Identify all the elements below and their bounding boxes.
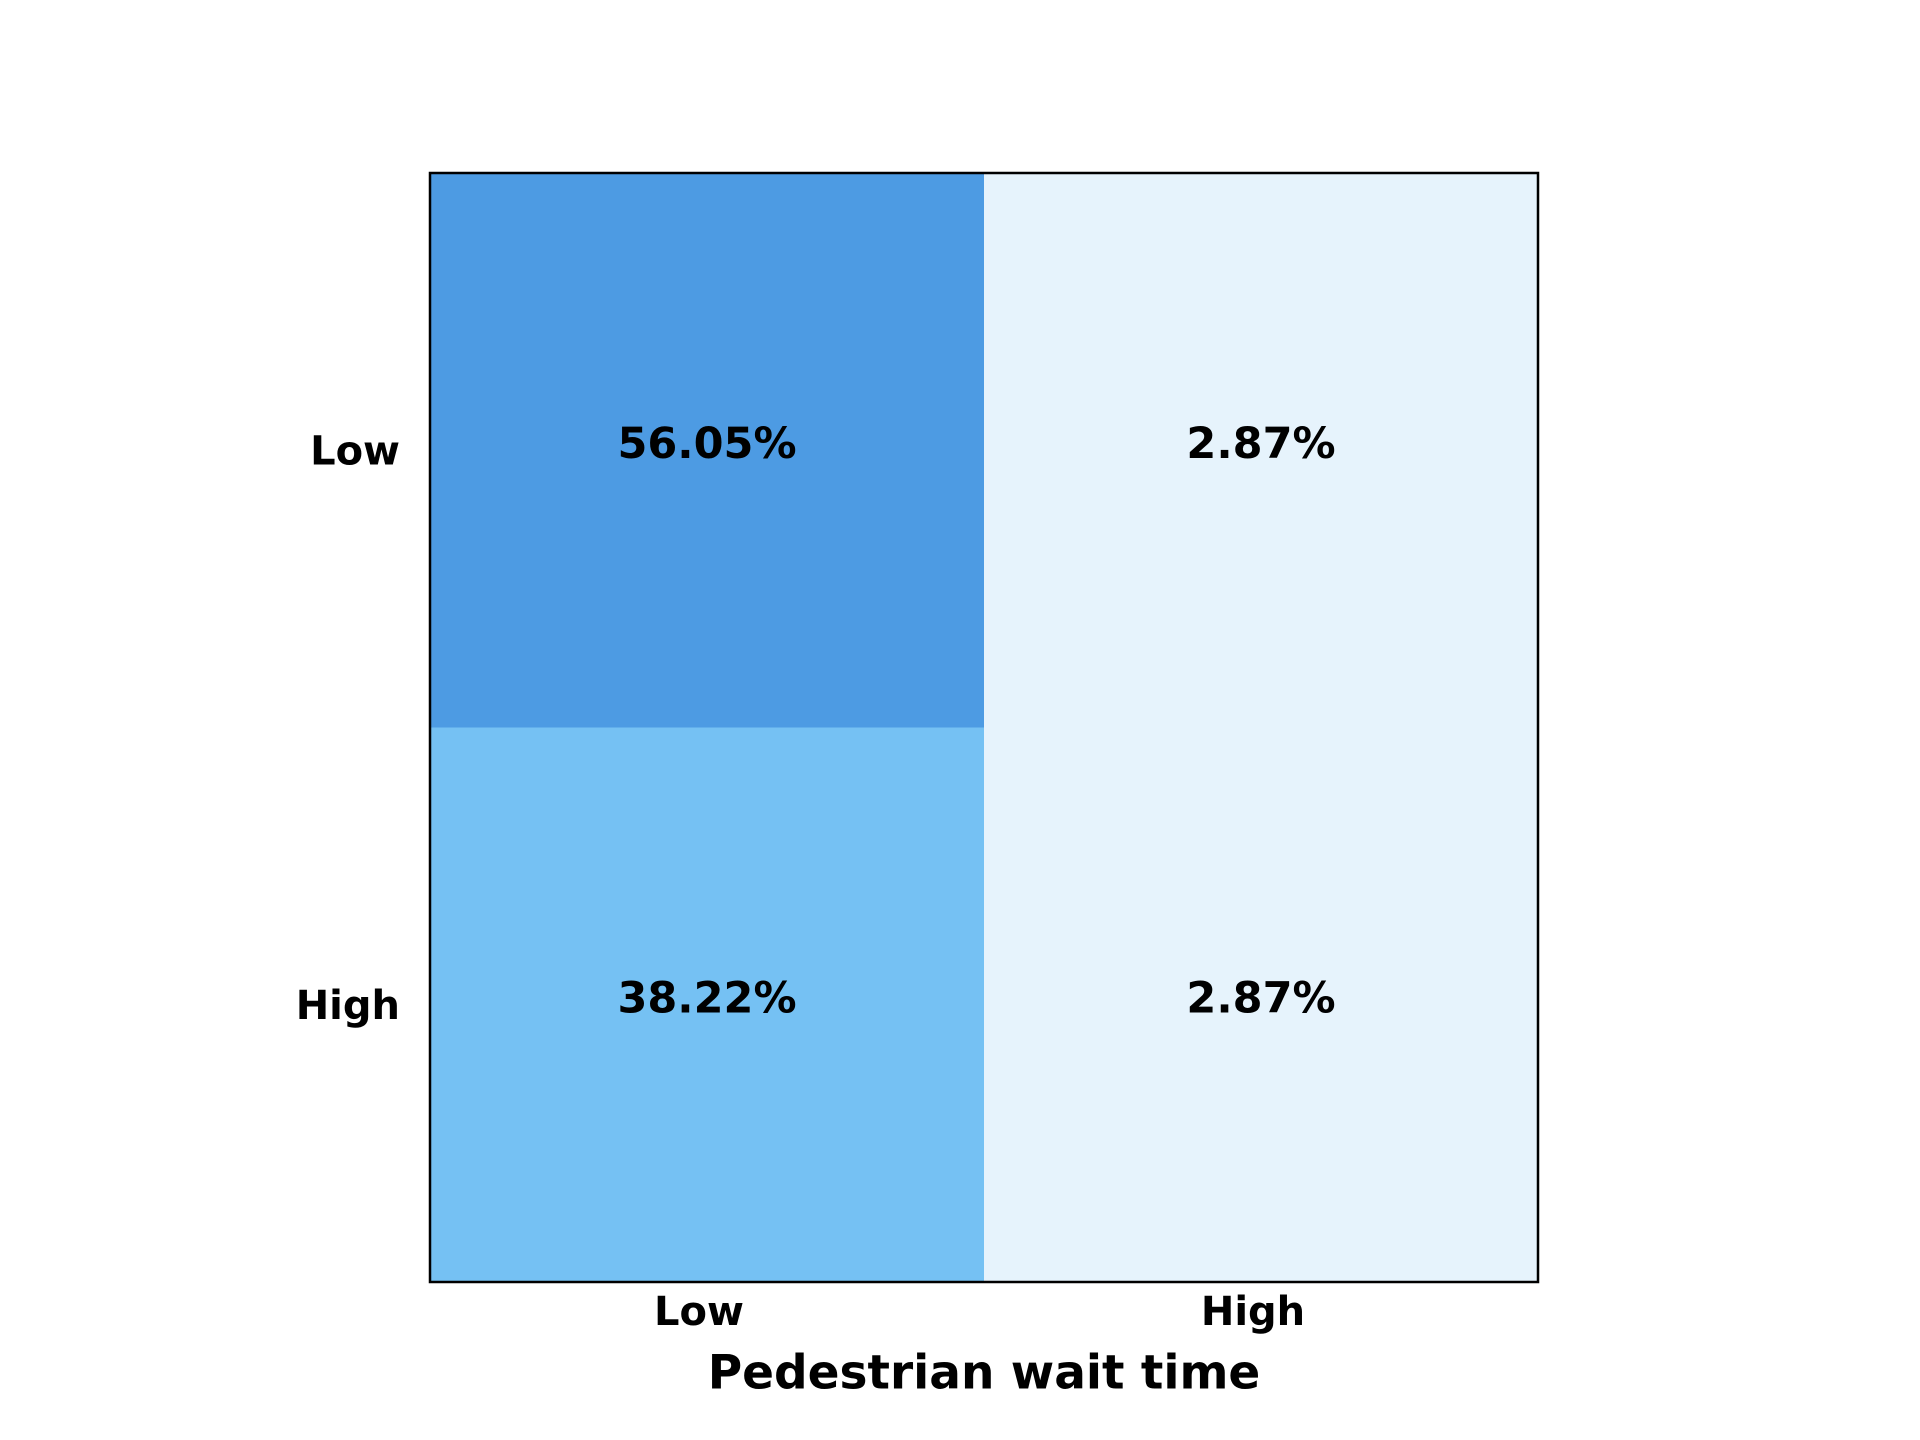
cell-value-label: 2.87%	[1186, 973, 1335, 1023]
cell-value-label: 56.05%	[617, 419, 796, 469]
heatmap-cell	[430, 727, 985, 1283]
x-axis-label: Pedestrian wait time	[708, 1346, 1261, 1401]
cell-value-label: 38.22%	[617, 973, 796, 1023]
x-tick-label: Low	[654, 1289, 744, 1335]
heatmap-cell	[984, 727, 1539, 1283]
y-tick-label: High	[296, 983, 400, 1029]
heatmap-cell	[430, 173, 985, 728]
y-tick-label: Low	[310, 428, 400, 474]
cell-value-label: 2.87%	[1186, 419, 1335, 469]
plot-frame	[428, 171, 1540, 1284]
x-tick-label: High	[1201, 1289, 1305, 1335]
heatmap-cell	[984, 173, 1539, 728]
